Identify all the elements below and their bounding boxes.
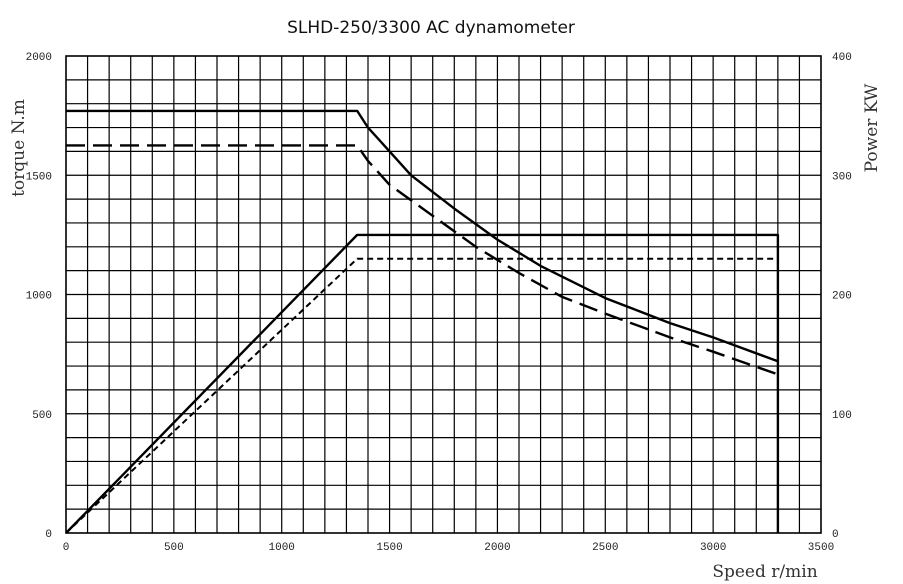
y-left-tick-label: 500 (32, 410, 52, 422)
y-axis-right-label: Power KW (862, 83, 882, 172)
curves (65, 109, 780, 534)
y-left-tick-label: 2000 (26, 52, 52, 64)
x-tick-label: 500 (164, 542, 184, 554)
y-left-tick-label: 1500 (26, 171, 52, 183)
x-tick-label: 1500 (376, 542, 402, 554)
x-axis-label: Speed r/min (712, 562, 817, 582)
y-left-tick-label: 0 (45, 529, 52, 541)
plot-frame (65, 55, 822, 534)
x-tick-label: 3000 (700, 542, 726, 554)
x-tick-label: 0 (63, 542, 70, 554)
power-curve-solid (65, 233, 780, 534)
power-curve-short-dash (65, 257, 778, 534)
y-right-tick-label: 100 (832, 410, 852, 422)
chart-title: SLHD-250/3300 AC dynamometer (287, 18, 575, 38)
torque-curve-long-dash (66, 144, 779, 376)
y-right-tick-label: 300 (832, 171, 852, 183)
y-axis-left-label: torque N.m (9, 99, 29, 197)
tick-labels: 0 500 1000 1500 2000 2500 3000 3500050010001500… (26, 52, 852, 554)
x-tick-label: 3500 (808, 542, 834, 554)
y-right-tick-label: 200 (832, 291, 852, 303)
torque-curve-solid (66, 109, 779, 363)
x-tick-label: 1000 (269, 542, 295, 554)
y-right-tick-label: 400 (832, 52, 852, 64)
y-right-tick-label: 0 (832, 529, 839, 541)
grid (66, 56, 821, 533)
x-tick-label: 2000 (484, 542, 510, 554)
y-left-tick-label: 1000 (26, 291, 52, 303)
x-tick-label: 2500 (592, 542, 618, 554)
